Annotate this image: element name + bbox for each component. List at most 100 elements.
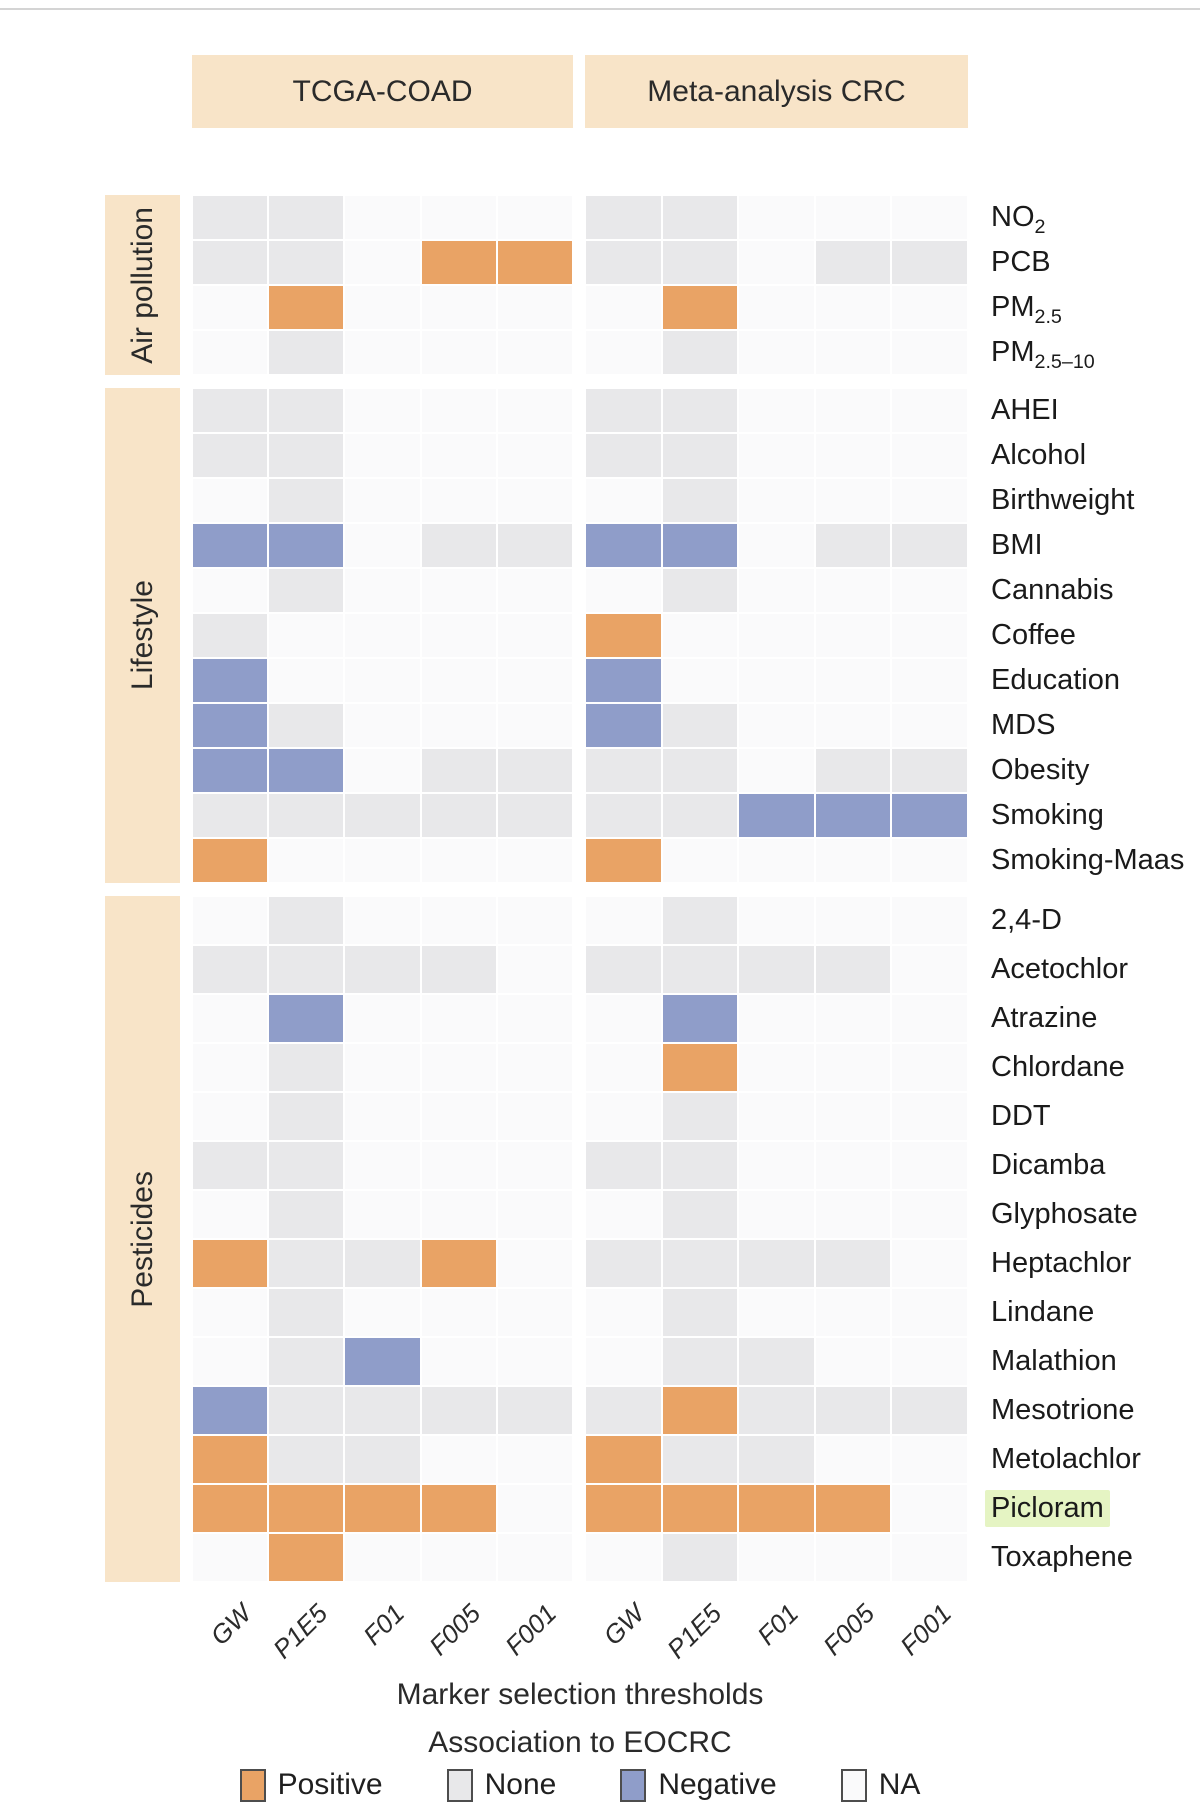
heatmap-row-lindane-tcga [192, 1288, 574, 1337]
heatmap-cell-birthweight-tcga-f001 [496, 478, 574, 523]
heatmap-cell-heptachlor-meta-gw [585, 1239, 662, 1288]
heatmap-cell-toxaphene-meta-gw [585, 1533, 662, 1582]
heatmap-cell-education-meta-f001 [891, 658, 968, 703]
heatmap-row-no2-meta [585, 195, 968, 240]
heatmap-cell-pm2-5-10-meta-p1e5 [661, 330, 739, 375]
heatmap-cell-bmi-tcga-f005 [420, 523, 497, 568]
heatmap-cell-smoking-tcga-f01 [344, 793, 421, 838]
legend-item-negative: Negative [620, 1768, 777, 1802]
heatmap-cell-obesity-tcga-gw [192, 748, 269, 793]
heatmap-cell-chlordane-tcga-f01 [344, 1043, 421, 1092]
heatmap-cell-ddt-tcga-f01 [344, 1092, 421, 1141]
legend-swatch-na [840, 1768, 867, 1802]
heatmap-cell-pm2-5-tcga-gw [192, 285, 269, 330]
heatmap-cell-acetochlor-meta-p1e5 [661, 945, 739, 994]
heatmap-cell-smoking-tcga-f005 [420, 793, 497, 838]
heatmap-cell-obesity-meta-f005 [814, 748, 892, 793]
heatmap-cell-atrazine-tcga-f001 [496, 994, 574, 1043]
category-label-air-pollution: Air pollution [125, 206, 159, 364]
heatmap-cell-2-4-d-meta-f005 [814, 896, 892, 945]
row-label-bmi: BMI [985, 523, 1049, 568]
heatmap-cell-bmi-tcga-p1e5 [268, 523, 345, 568]
row-label-pm2-5-10: PM2.5–10 [985, 330, 1101, 375]
heatmap-cell-pcb-meta-f005 [814, 240, 892, 285]
heatmap-cell-malathion-meta-f01 [738, 1337, 815, 1386]
heatmap-cell-no2-tcga-f01 [344, 195, 421, 240]
heatmap-row-ahei-tcga [192, 388, 574, 433]
heatmap-row-mesotrione-tcga [192, 1386, 574, 1435]
heatmap-cell-obesity-meta-f001 [891, 748, 968, 793]
heatmap-cell-picloram-tcga-gw [192, 1484, 269, 1533]
heatmap-cell-mds-meta-f005 [814, 703, 892, 748]
heatmap-cell-mds-tcga-f01 [344, 703, 421, 748]
heatmap-row-mds-meta [585, 703, 968, 748]
heatmap-cell-glyphosate-tcga-f001 [496, 1190, 574, 1239]
heatmap-cell-glyphosate-tcga-f01 [344, 1190, 421, 1239]
heatmap-cell-chlordane-tcga-f005 [420, 1043, 497, 1092]
heatmap-cell-malathion-meta-f005 [814, 1337, 892, 1386]
row-label-text: Lindane [991, 1296, 1095, 1328]
row-label-text: Birthweight [991, 484, 1135, 516]
heatmap-cell-smoking-maas-meta-p1e5 [661, 838, 739, 883]
heatmap-cell-mesotrione-tcga-f005 [420, 1386, 497, 1435]
heatmap-cell-lindane-tcga-p1e5 [268, 1288, 345, 1337]
heatmap-cell-mesotrione-meta-f01 [738, 1386, 815, 1435]
heatmap-cell-ahei-meta-f01 [738, 388, 815, 433]
row-label-pm2-5: PM2.5 [985, 285, 1068, 330]
heatmap-row-heptachlor-tcga [192, 1239, 574, 1288]
heatmap-cell-glyphosate-meta-f005 [814, 1190, 892, 1239]
heatmap-cell-cannabis-meta-f001 [891, 568, 968, 613]
heatmap-cell-lindane-tcga-f01 [344, 1288, 421, 1337]
heatmap-cell-picloram-meta-f005 [814, 1484, 892, 1533]
heatmap-cell-mds-meta-p1e5 [661, 703, 739, 748]
heatmap-cell-atrazine-tcga-gw [192, 994, 269, 1043]
heatmap-cell-smoking-maas-meta-f01 [738, 838, 815, 883]
heatmap-cell-acetochlor-meta-f005 [814, 945, 892, 994]
heatmap-cell-malathion-tcga-p1e5 [268, 1337, 345, 1386]
heatmap-cell-glyphosate-meta-f01 [738, 1190, 815, 1239]
heatmap-cell-smoking-tcga-f001 [496, 793, 574, 838]
heatmap-cell-pcb-meta-f01 [738, 240, 815, 285]
heatmap-cell-education-tcga-f01 [344, 658, 421, 703]
heatmap-cell-dicamba-meta-f01 [738, 1141, 815, 1190]
heatmap-cell-acetochlor-meta-gw [585, 945, 662, 994]
heatmap-row-toxaphene-tcga [192, 1533, 574, 1582]
heatmap-cell-ahei-tcga-f01 [344, 388, 421, 433]
heatmap-cell-obesity-meta-f01 [738, 748, 815, 793]
heatmap-cell-mesotrione-tcga-gw [192, 1386, 269, 1435]
heatmap-cell-education-meta-f005 [814, 658, 892, 703]
heatmap-cell-pcb-tcga-f01 [344, 240, 421, 285]
heatmap-cell-smoking-maas-tcga-p1e5 [268, 838, 345, 883]
heatmap-cell-metolachlor-tcga-f005 [420, 1435, 497, 1484]
heatmap-cell-birthweight-tcga-f01 [344, 478, 421, 523]
heatmap-row-mds-tcga [192, 703, 574, 748]
heatmap-row-smoking-meta [585, 793, 968, 838]
heatmap-cell-alcohol-tcga-f005 [420, 433, 497, 478]
row-label-pcb: PCB [985, 240, 1057, 285]
heatmap-cell-alcohol-meta-f005 [814, 433, 892, 478]
heatmap-cell-mds-meta-f01 [738, 703, 815, 748]
heatmap-cell-chlordane-meta-gw [585, 1043, 662, 1092]
heatmap-cell-chlordane-meta-p1e5 [661, 1043, 739, 1092]
heatmap-cell-mds-meta-gw [585, 703, 662, 748]
legend-label-none: None [484, 1768, 557, 1801]
heatmap-cell-lindane-tcga-gw [192, 1288, 269, 1337]
heatmap-cell-coffee-tcga-f005 [420, 613, 497, 658]
heatmap-cell-alcohol-meta-f01 [738, 433, 815, 478]
heatmap-row-smoking-maas-meta [585, 838, 968, 883]
heatmap-cell-mds-tcga-f001 [496, 703, 574, 748]
heatmap-cell-2-4-d-tcga-f001 [496, 896, 574, 945]
row-label-text: Dicamba [991, 1149, 1106, 1181]
heatmap-cell-alcohol-meta-f001 [891, 433, 968, 478]
heatmap-row-lindane-meta [585, 1288, 968, 1337]
heatmap-cell-malathion-tcga-f01 [344, 1337, 421, 1386]
heatmap-cell-malathion-meta-gw [585, 1337, 662, 1386]
heatmap-cell-pm2-5-meta-f005 [814, 285, 892, 330]
heatmap-row-chlordane-tcga [192, 1043, 574, 1092]
heatmap-cell-metolachlor-meta-f001 [891, 1435, 968, 1484]
heatmap-cell-mesotrione-meta-f005 [814, 1386, 892, 1435]
row-label-glyphosate: Glyphosate [985, 1190, 1144, 1239]
legend-swatch-negative [620, 1768, 647, 1802]
heatmap-cell-pm2-5-tcga-f005 [420, 285, 497, 330]
heatmap-row-picloram-meta [585, 1484, 968, 1533]
